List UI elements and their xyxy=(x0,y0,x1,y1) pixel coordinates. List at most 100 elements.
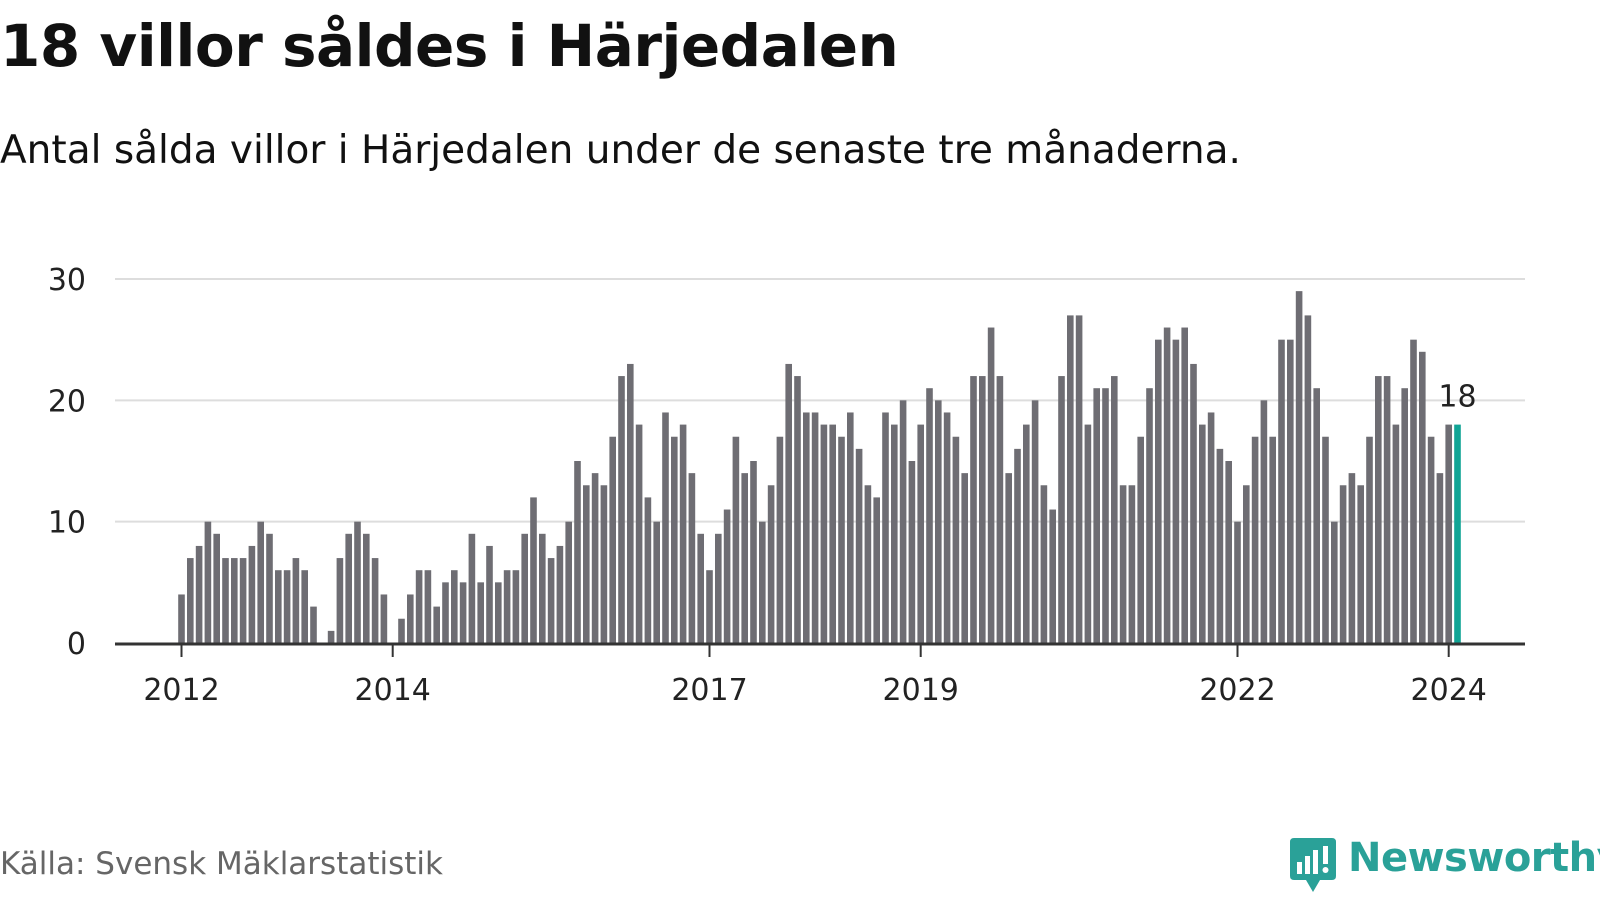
bar xyxy=(952,436,960,643)
bar xyxy=(1419,351,1426,643)
bar xyxy=(178,594,185,643)
bar xyxy=(1357,485,1364,643)
bar xyxy=(820,424,828,643)
bar xyxy=(1084,424,1092,643)
bar xyxy=(1287,339,1294,643)
bar xyxy=(503,570,511,643)
bar xyxy=(899,400,907,643)
bar xyxy=(1427,436,1435,643)
bar xyxy=(415,570,423,643)
bar xyxy=(1278,339,1285,643)
bar xyxy=(1216,448,1224,643)
bar xyxy=(275,570,282,643)
bar xyxy=(979,376,986,643)
bar xyxy=(891,424,898,643)
bar xyxy=(1401,388,1408,643)
bar xyxy=(354,521,361,643)
bar xyxy=(1445,424,1452,643)
bar xyxy=(1163,327,1171,643)
bar xyxy=(371,558,379,643)
bar xyxy=(987,327,995,643)
bar xyxy=(301,570,308,643)
bar xyxy=(1093,388,1100,643)
bar xyxy=(767,485,775,643)
bar xyxy=(688,473,696,643)
bar xyxy=(679,424,687,643)
bar xyxy=(838,436,845,643)
bar xyxy=(943,412,951,643)
bar xyxy=(750,461,757,643)
bar xyxy=(1207,412,1215,643)
bar xyxy=(398,618,405,643)
bar xyxy=(855,448,863,643)
bar xyxy=(1049,509,1056,643)
bar xyxy=(635,424,643,643)
bar xyxy=(741,473,748,643)
bar xyxy=(644,497,652,643)
bar xyxy=(1392,424,1400,643)
bar xyxy=(1436,473,1444,643)
bar xyxy=(512,570,520,643)
x-tick-label: 2024 xyxy=(1411,673,1487,708)
y-tick-label: 30 xyxy=(48,263,86,298)
bar xyxy=(996,376,1004,643)
x-tick-label: 2022 xyxy=(1199,673,1275,708)
bar xyxy=(292,558,300,643)
bar xyxy=(583,485,590,643)
bar xyxy=(1075,315,1083,643)
bar xyxy=(1119,485,1127,643)
bar xyxy=(1014,448,1021,643)
bar xyxy=(1348,473,1356,643)
bar-chart: 0 10 20 30 2012 2014 2017 2019 2022 2024 18 xyxy=(48,263,1525,708)
bar xyxy=(213,533,220,643)
bar xyxy=(847,412,854,643)
bar xyxy=(618,376,625,643)
bar xyxy=(547,558,555,643)
bar xyxy=(486,545,493,643)
bar xyxy=(530,497,537,643)
y-tick-label: 10 xyxy=(48,506,86,541)
bar xyxy=(970,376,977,643)
bar xyxy=(195,545,203,643)
bar xyxy=(935,400,942,643)
y-axis-ticks: 0 10 20 30 xyxy=(48,263,86,662)
bar xyxy=(1023,424,1030,643)
bar xyxy=(1251,436,1259,643)
bar xyxy=(239,558,247,643)
bar xyxy=(345,533,352,643)
bar xyxy=(591,473,599,643)
bar xyxy=(873,497,880,643)
bar xyxy=(706,570,713,643)
bar xyxy=(477,582,484,643)
x-tick-label: 2012 xyxy=(143,673,219,708)
brand-logo[interactable]: Newsworthy xyxy=(1288,836,1600,894)
bar xyxy=(1313,388,1320,643)
bar xyxy=(1234,521,1241,643)
bar xyxy=(1410,339,1417,643)
bar xyxy=(776,436,784,643)
bar xyxy=(926,388,933,643)
bar xyxy=(917,424,924,643)
bar xyxy=(1322,436,1329,643)
bar xyxy=(363,533,370,643)
bar xyxy=(1146,388,1153,643)
bar xyxy=(336,558,344,643)
bar xyxy=(1243,485,1250,643)
bar xyxy=(653,521,660,643)
bar xyxy=(1295,291,1303,643)
bar xyxy=(908,461,916,643)
bar xyxy=(803,412,810,643)
bar xyxy=(1260,400,1268,643)
highlight-data-label: 18 xyxy=(1438,380,1476,415)
bar xyxy=(539,533,546,643)
bar xyxy=(864,485,872,643)
bar xyxy=(1375,376,1382,643)
bar xyxy=(600,485,608,643)
bar xyxy=(248,545,256,643)
bar xyxy=(1111,376,1118,643)
bar xyxy=(574,461,581,643)
y-tick-label: 20 xyxy=(48,384,86,419)
x-tick-label: 2019 xyxy=(883,673,959,708)
bar xyxy=(1005,473,1012,643)
brand-name: Newsworthy xyxy=(1348,835,1600,881)
